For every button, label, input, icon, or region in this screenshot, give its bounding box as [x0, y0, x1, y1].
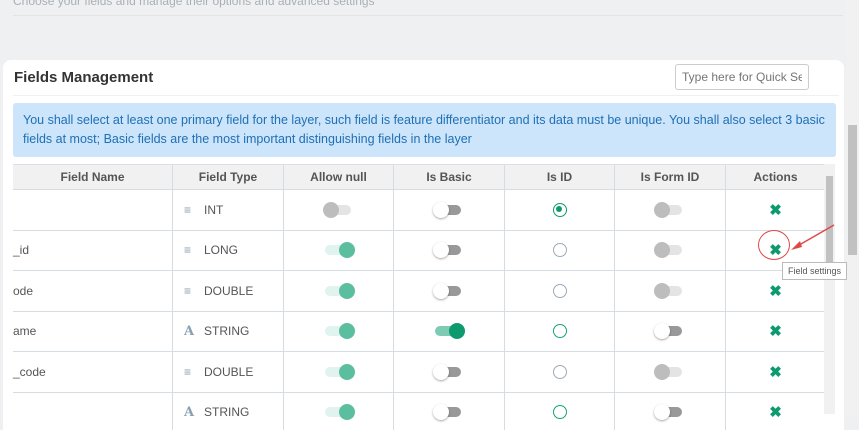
table-row: ame A STRING ✖ [13, 312, 825, 353]
column-header[interactable]: Actions [726, 165, 825, 189]
allow-null-toggle[interactable] [325, 243, 353, 257]
toggle-knob [339, 283, 355, 299]
allow-null-toggle[interactable] [325, 203, 353, 217]
toggle-knob [323, 202, 339, 218]
column-header[interactable]: Field Name [13, 165, 173, 189]
table-row: _id ≡ LONG ✖ [13, 231, 825, 272]
tools-icon[interactable]: ✖ [769, 322, 782, 340]
column-header[interactable]: Is Basic [394, 165, 505, 189]
divider [13, 15, 843, 16]
is-id-radio[interactable] [553, 405, 567, 419]
toggle-knob [654, 283, 670, 299]
tools-icon[interactable]: ✖ [769, 241, 782, 259]
highlight-circle [758, 230, 790, 260]
list-icon: ≡ [184, 365, 196, 379]
field-name: ame [13, 312, 173, 352]
is-id-radio[interactable] [553, 365, 567, 379]
allow-null-toggle[interactable] [325, 324, 353, 338]
is-id-radio[interactable] [553, 284, 567, 298]
tools-icon[interactable]: ✖ [769, 403, 782, 421]
toggle-knob [433, 242, 449, 258]
table-row: ode ≡ DOUBLE ✖ [13, 271, 825, 312]
toggle-knob [433, 202, 449, 218]
info-alert: You shall select at least one primary fi… [13, 103, 836, 157]
field-type: STRING [204, 324, 249, 338]
page-subtitle: Choose your fields and manage their opti… [13, 0, 375, 8]
is-basic-toggle[interactable] [435, 324, 463, 338]
is-basic-toggle[interactable] [435, 405, 463, 419]
text-icon: A [184, 324, 196, 339]
allow-null-toggle[interactable] [325, 365, 353, 379]
is-form-id-toggle[interactable] [656, 284, 684, 298]
table-row: A STRING ✖ [13, 393, 825, 430]
toggle-knob [433, 364, 449, 380]
tools-icon[interactable]: ✖ [769, 363, 782, 381]
toggle-knob [654, 404, 670, 420]
toggle-knob [654, 364, 670, 380]
list-icon: ≡ [184, 203, 196, 217]
field-type: DOUBLE [204, 365, 253, 379]
toggle-knob [433, 404, 449, 420]
column-header[interactable]: Is Form ID [615, 165, 726, 189]
toggle-knob [433, 283, 449, 299]
annotation-arrow [790, 222, 840, 252]
list-icon: ≡ [184, 284, 196, 298]
toggle-knob [654, 202, 670, 218]
toggle-knob [339, 404, 355, 420]
field-type: LONG [204, 243, 238, 257]
text-icon: A [184, 405, 196, 420]
field-type: STRING [204, 405, 249, 419]
page-scrollbar[interactable] [846, 0, 859, 415]
field-settings-tooltip: Field settings [782, 262, 847, 280]
column-header[interactable]: Allow null [284, 165, 394, 189]
table-row: ≡ INT ✖ [13, 190, 825, 231]
divider [13, 95, 839, 96]
field-name: _code [13, 352, 173, 392]
toggle-knob [449, 323, 465, 339]
is-basic-toggle[interactable] [435, 365, 463, 379]
allow-null-toggle[interactable] [325, 405, 353, 419]
is-form-id-toggle[interactable] [656, 203, 684, 217]
field-name: ode [13, 271, 173, 311]
field-name: _id [13, 231, 173, 271]
table-scrollbar[interactable] [824, 164, 835, 414]
toggle-knob [339, 364, 355, 380]
tools-icon[interactable]: ✖ [769, 201, 782, 219]
list-icon: ≡ [184, 243, 196, 257]
field-name [13, 190, 173, 230]
field-type: INT [204, 203, 223, 217]
card-title: Fields Management [14, 69, 153, 86]
scrollbar-thumb[interactable] [848, 125, 857, 255]
column-header[interactable]: Is ID [505, 165, 615, 189]
is-id-radio[interactable] [553, 203, 567, 217]
toggle-knob [654, 242, 670, 258]
is-basic-toggle[interactable] [435, 243, 463, 257]
tools-icon[interactable]: ✖ [769, 282, 782, 300]
toggle-knob [654, 323, 670, 339]
column-header[interactable]: Field Type [173, 165, 284, 189]
toggle-knob [339, 323, 355, 339]
field-name [13, 393, 173, 430]
is-form-id-toggle[interactable] [656, 405, 684, 419]
is-id-radio[interactable] [553, 324, 567, 338]
toggle-knob [339, 242, 355, 258]
is-form-id-toggle[interactable] [656, 243, 684, 257]
quick-search-input[interactable] [675, 64, 809, 90]
is-form-id-toggle[interactable] [656, 324, 684, 338]
is-basic-toggle[interactable] [435, 284, 463, 298]
table-row: _code ≡ DOUBLE ✖ [13, 352, 825, 393]
is-basic-toggle[interactable] [435, 203, 463, 217]
is-form-id-toggle[interactable] [656, 365, 684, 379]
allow-null-toggle[interactable] [325, 284, 353, 298]
is-id-radio[interactable] [553, 243, 567, 257]
fields-management-card: Fields Management You shall select at le… [3, 60, 844, 430]
field-type: DOUBLE [204, 284, 253, 298]
